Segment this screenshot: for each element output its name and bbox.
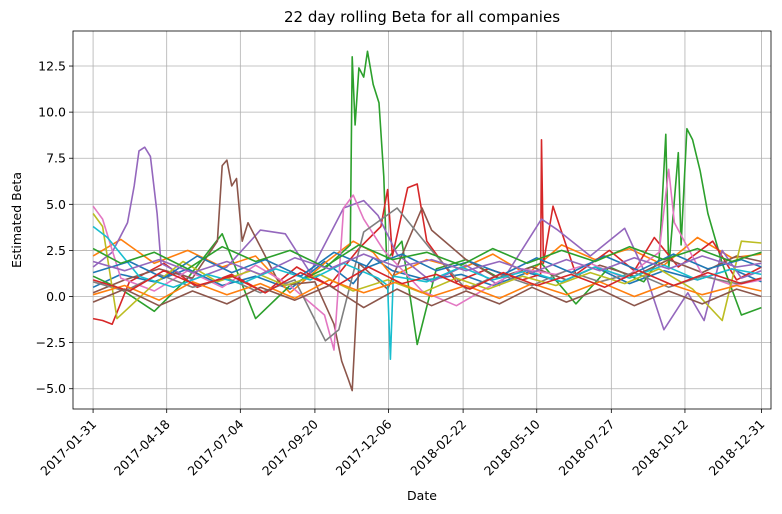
y-tick-label: 0.0 [46,289,66,304]
x-tick-label: 2017-12-06 [333,416,395,478]
series-line-15 [92,253,762,276]
x-tick-label: 2018-05-10 [481,416,543,478]
series-line-5 [92,146,762,331]
chart-title: 22 day rolling Beta for all companies [284,8,560,26]
series-line-14 [92,266,762,294]
x-axis-label: Date [407,488,437,503]
series-lines [92,50,762,392]
series-line-3 [92,50,762,346]
plot-frame [72,30,772,410]
x-tick-label: 2018-02-22 [407,417,469,479]
y-tick-label: 5.0 [46,197,66,212]
y-tick-label: −2.5 [36,335,66,350]
series-line-10 [92,225,762,361]
series-line-12 [92,279,762,302]
grid-lines [73,31,771,409]
x-tick-label: 2018-10-12 [629,417,691,479]
y-tick-label: 12.5 [38,59,66,74]
series-line-16 [92,284,762,309]
x-tick-label: 2017-09-20 [259,416,321,478]
y-axis: −5.0 −2.5 0.0 2.5 5.0 7.5 10.0 12.5 [36,59,73,396]
x-tick-label: 2018-07-27 [555,417,617,479]
y-tick-label: 7.5 [46,151,66,166]
y-tick-label: −5.0 [36,381,66,396]
y-tick-label: 2.5 [46,243,66,258]
x-tick-label: 2017-07-04 [184,416,246,478]
y-tick-label: 10.0 [38,105,66,120]
x-axis: 2017-01-31 2017-04-18 2017-07-04 2017-09-20… [37,409,768,479]
x-tick-label: 2018-12-31 [706,417,768,479]
x-tick-label: 2017-04-18 [111,416,173,478]
series-line-6 [92,159,762,392]
series-line-7 [92,168,762,351]
y-axis-label: Estimated Beta [9,172,24,268]
x-tick-label: 2017-01-31 [37,417,99,479]
series-line-13 [92,244,762,270]
